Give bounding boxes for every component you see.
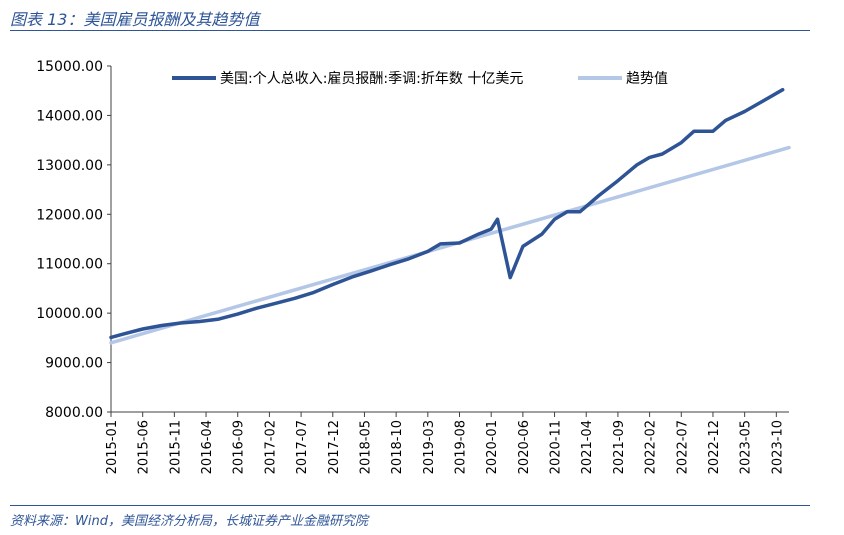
source-note: 资料来源：Wind，美国经济分析局，长城证券产业金融研究院	[10, 514, 368, 529]
x-tick-label: 2023-05	[739, 420, 754, 474]
series-layer	[109, 87, 791, 345]
x-tick-label: 2020-06	[517, 420, 532, 474]
y-tick-label: 11000.00	[36, 257, 103, 273]
x-tick-label: 2015-06	[137, 420, 152, 474]
x-tick-label: 2016-09	[232, 420, 247, 474]
legend-label-actual: 美国:个人总收入:雇员报酬:季调:折年数 十亿美元	[220, 70, 523, 87]
title-underline	[10, 30, 810, 31]
x-tick-label: 2020-01	[485, 420, 500, 474]
x-tick-label: 2017-12	[327, 420, 342, 474]
y-tick-label: 10000.00	[36, 306, 103, 322]
y-tick-label: 15000.00	[36, 59, 103, 75]
y-tick-label: 8000.00	[45, 405, 103, 421]
line-chart: 8000.00 9000.00 10000.00 11000.00 12000.00 13…	[36, 59, 791, 474]
x-tick-label: 2022-12	[707, 420, 722, 474]
x-tick-label: 2015-11	[168, 420, 183, 474]
x-tick-label: 2016-04	[200, 420, 215, 474]
x-tick-label: 2019-03	[422, 420, 437, 474]
series-line-actual	[109, 87, 785, 340]
legend: 美国:个人总收入:雇员报酬:季调:折年数 十亿美元 趋势值	[172, 70, 668, 87]
x-tick-label: 2021-09	[612, 420, 627, 474]
y-tick-label: 12000.00	[36, 207, 103, 223]
legend-label-trend: 趋势值	[626, 71, 668, 87]
x-tick-label: 2021-04	[580, 420, 595, 474]
x-tick-label: 2018-05	[358, 420, 373, 474]
x-tick-label: 2019-08	[454, 420, 469, 474]
axes-layer: 8000.00 9000.00 10000.00 11000.00 12000.00 13…	[36, 59, 789, 474]
x-tick-label: 2022-02	[644, 420, 659, 474]
x-tick-label: 2022-07	[675, 420, 690, 474]
source-rule	[10, 505, 810, 506]
y-tick-label: 13000.00	[36, 158, 103, 174]
x-tick-label: 2020-11	[549, 420, 564, 474]
x-tick-label: 2018-10	[390, 420, 405, 474]
x-tick-label: 2017-02	[263, 420, 278, 474]
y-tick-label: 9000.00	[45, 356, 103, 372]
x-tick-label: 2023-10	[770, 420, 785, 474]
x-tick-label: 2015-01	[105, 420, 120, 474]
y-tick-label: 14000.00	[36, 108, 103, 124]
x-tick-label: 2017-07	[295, 420, 310, 474]
figure-title: 图表 13：美国雇员报酬及其趋势值	[10, 10, 260, 29]
